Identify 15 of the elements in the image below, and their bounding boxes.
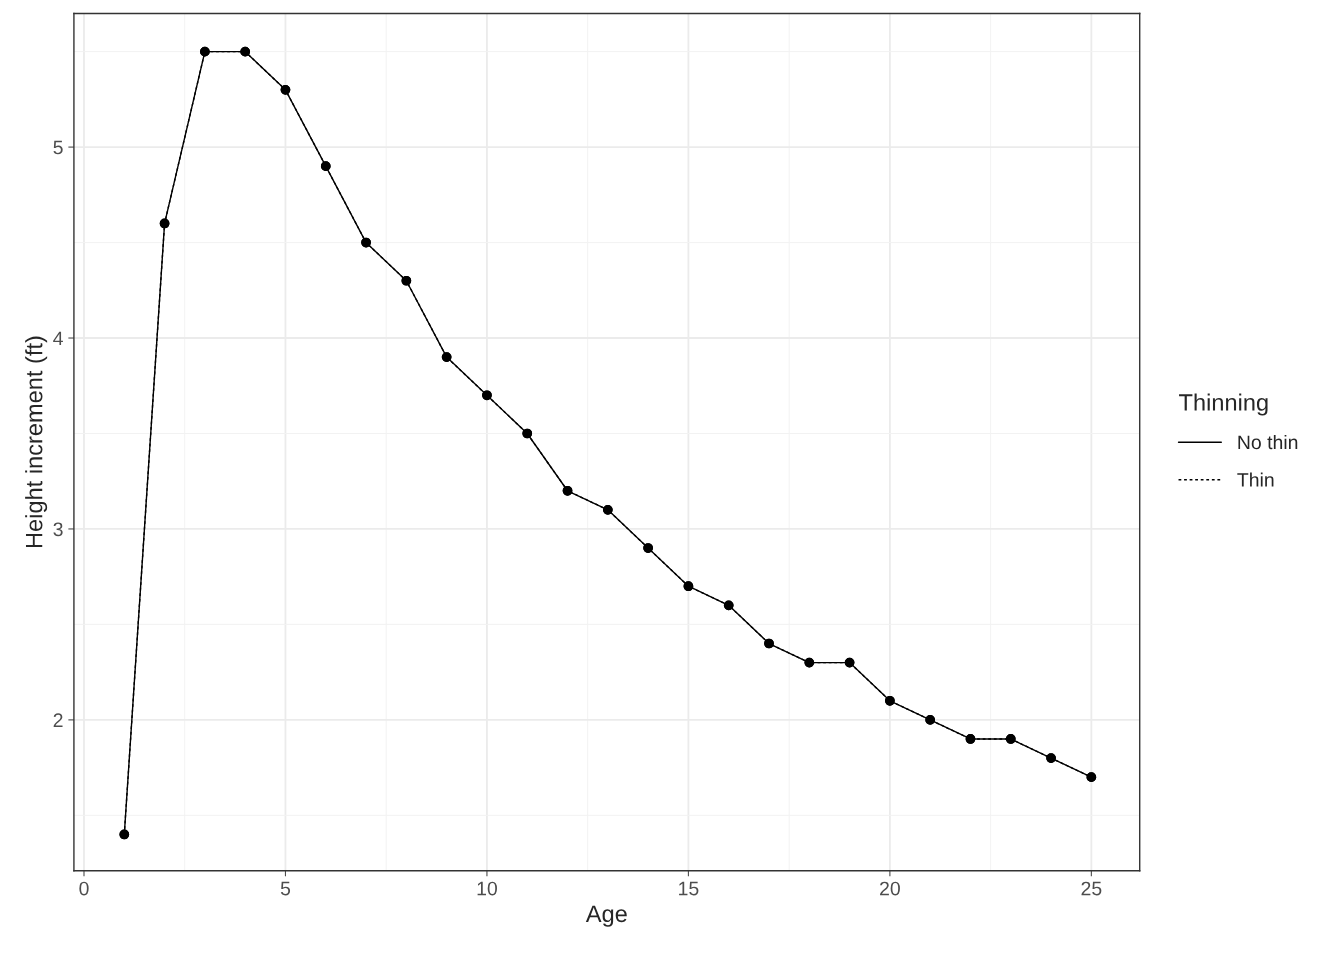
y-tick-label: 2: [53, 713, 63, 727]
x-tick-label: 5: [280, 881, 291, 896]
x-tick-label: 15: [679, 881, 699, 896]
x-axis-title: Age: [585, 905, 627, 927]
legend-label: Thin: [1237, 472, 1274, 487]
y-tick-label: 5: [53, 140, 63, 155]
x-tick-label: 0: [79, 881, 89, 896]
y-axis-title: Height increment (ft): [25, 336, 48, 548]
x-tick-label: 25: [1081, 881, 1102, 896]
y-tick-label: 4: [53, 331, 63, 346]
y-tick-label: 3: [53, 522, 63, 537]
legend-label: No thin: [1238, 434, 1298, 450]
legend-title: Thinning: [1179, 393, 1268, 416]
x-tick-label: 10: [477, 881, 497, 896]
x-tick-label: 20: [880, 881, 900, 896]
